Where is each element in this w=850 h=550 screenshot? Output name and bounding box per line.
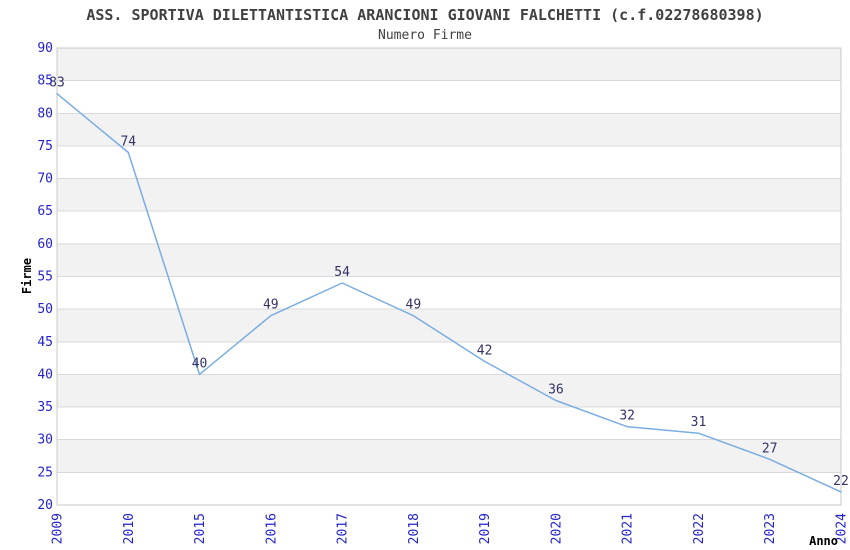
x-tick-label: 2021 xyxy=(621,513,636,544)
y-tick-label: 50 xyxy=(37,302,53,317)
x-axis-title: Anno xyxy=(809,534,838,548)
y-tick-label: 70 xyxy=(37,172,53,187)
data-label: 22 xyxy=(833,474,849,489)
plot-band xyxy=(57,80,841,114)
x-tick-label: 2019 xyxy=(478,513,493,544)
y-tick-label: 20 xyxy=(37,498,53,513)
plot-band xyxy=(57,374,841,408)
plot-band xyxy=(57,341,841,375)
x-tick-label: 2017 xyxy=(336,513,351,544)
data-label: 54 xyxy=(334,265,350,280)
y-tick-label: 80 xyxy=(37,106,53,121)
plot-band xyxy=(57,309,841,342)
y-tick-label: 85 xyxy=(37,74,53,89)
data-label: 27 xyxy=(762,441,778,456)
data-label: 49 xyxy=(263,298,279,313)
plot-band xyxy=(57,211,841,244)
chart-title: ASS. SPORTIVA DILETTANTISTICA ARANCIONI … xyxy=(86,6,764,24)
x-tick-label: 2020 xyxy=(549,513,564,544)
y-tick-label: 60 xyxy=(37,237,53,252)
plot-band xyxy=(57,48,841,81)
data-label: 42 xyxy=(477,343,493,358)
y-tick-label: 90 xyxy=(37,41,53,56)
x-tick-label: 2023 xyxy=(763,513,778,544)
plot-band xyxy=(57,407,841,440)
plot-border xyxy=(56,47,842,506)
data-series-line xyxy=(56,92,842,493)
x-tick-label: 2022 xyxy=(692,513,707,544)
x-tick-label: 2024 xyxy=(835,513,850,544)
chart-subtitle: Numero Firme xyxy=(378,28,472,43)
y-tick-label: 75 xyxy=(37,139,53,154)
data-label: 49 xyxy=(406,298,422,313)
plot-band xyxy=(57,178,841,212)
data-label: 40 xyxy=(192,356,208,371)
plot-band xyxy=(57,472,841,505)
plot-band xyxy=(57,145,841,179)
x-tick-label: 2015 xyxy=(193,513,208,544)
plot-band xyxy=(57,276,841,310)
x-tick-label: 2018 xyxy=(407,513,422,544)
y-tick-label: 55 xyxy=(37,270,53,285)
y-tick-label: 40 xyxy=(37,367,53,382)
y-tick-label: 45 xyxy=(37,335,53,350)
y-tick-label: 25 xyxy=(37,465,53,480)
plot-band xyxy=(57,439,841,473)
data-label: 74 xyxy=(120,134,136,149)
y-axis-title: Firme xyxy=(20,258,34,294)
data-label: 83 xyxy=(49,76,65,91)
plot-band xyxy=(57,243,841,277)
x-tick-label: 2010 xyxy=(122,513,137,544)
data-label: 32 xyxy=(619,409,635,424)
x-tick-label: 2009 xyxy=(51,513,66,544)
plot-band xyxy=(57,113,841,146)
data-label: 36 xyxy=(548,383,564,398)
x-tick-label: 2016 xyxy=(264,513,279,544)
y-tick-label: 35 xyxy=(37,400,53,415)
y-tick-label: 65 xyxy=(37,204,53,219)
data-label: 31 xyxy=(691,415,707,430)
y-tick-label: 30 xyxy=(37,433,53,448)
